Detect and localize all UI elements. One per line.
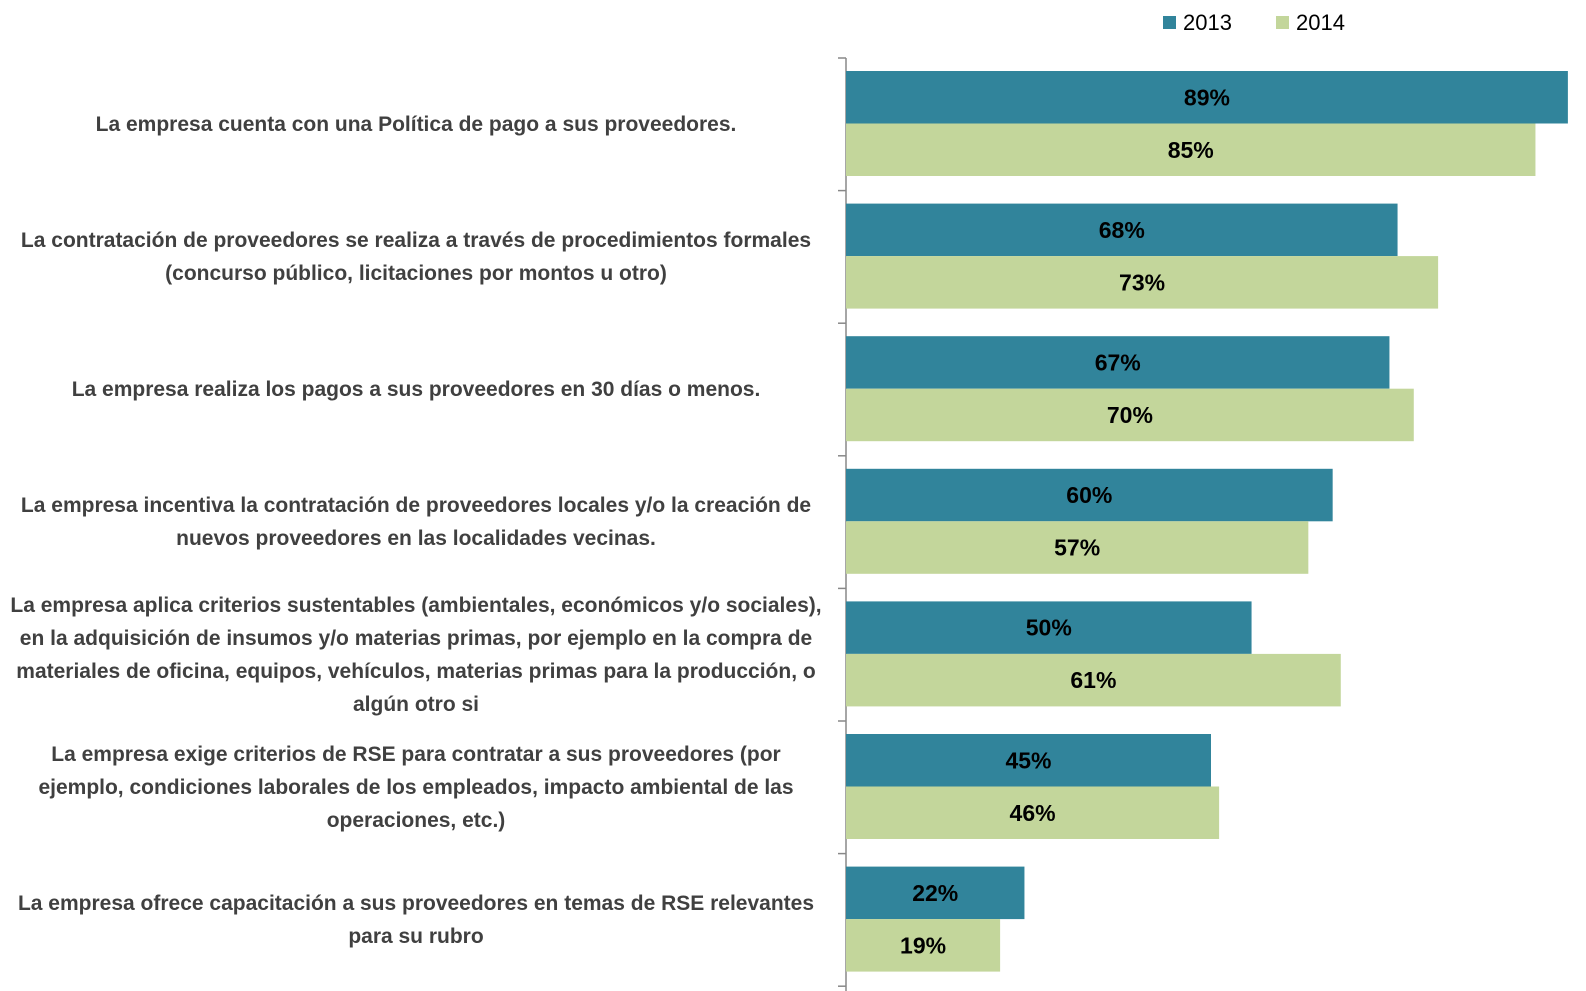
value-label: 85% <box>1168 137 1214 163</box>
bar <box>846 601 1252 654</box>
bar <box>846 123 1536 176</box>
bar <box>846 468 1333 522</box>
value-label: 67% <box>1095 350 1141 376</box>
category-label: La empresa exige criterios de RSE para c… <box>38 742 794 832</box>
legend-label: 2014 <box>1296 10 1345 35</box>
value-label: 22% <box>912 880 958 906</box>
category-label: La empresa aplica criterios sustentables… <box>10 593 822 716</box>
bar <box>846 256 1439 309</box>
value-label: 60% <box>1066 482 1112 508</box>
bar <box>846 388 1414 442</box>
bar <box>846 734 1211 787</box>
bar <box>846 71 1568 124</box>
value-label: 19% <box>900 932 946 958</box>
category-label: La empresa realiza los pagos a sus prove… <box>71 377 761 401</box>
legend-swatch <box>1163 16 1176 29</box>
value-label: 61% <box>1070 667 1116 693</box>
value-label: 73% <box>1119 269 1165 295</box>
legend-label: 2013 <box>1183 10 1232 35</box>
legend-swatch <box>1276 16 1289 29</box>
bar <box>846 919 1001 972</box>
bar <box>846 786 1220 839</box>
category-label: La empresa incentiva la contratación de … <box>20 494 812 551</box>
bar <box>846 521 1309 574</box>
bar <box>846 203 1398 257</box>
value-label: 68% <box>1099 217 1145 243</box>
category-label: La empresa ofrece capacitación a sus pro… <box>17 891 815 948</box>
value-label: 89% <box>1184 84 1230 110</box>
value-label: 45% <box>1005 747 1051 773</box>
value-label: 70% <box>1107 402 1153 428</box>
category-label: La empresa cuenta con una Política de pa… <box>95 112 737 136</box>
bar <box>846 866 1025 920</box>
value-label: 57% <box>1054 535 1100 561</box>
bar <box>846 653 1341 707</box>
value-label: 46% <box>1010 800 1056 826</box>
category-label: La contratación de proveedores se realiz… <box>20 228 812 285</box>
value-label: 50% <box>1026 615 1072 641</box>
bar <box>846 336 1390 389</box>
